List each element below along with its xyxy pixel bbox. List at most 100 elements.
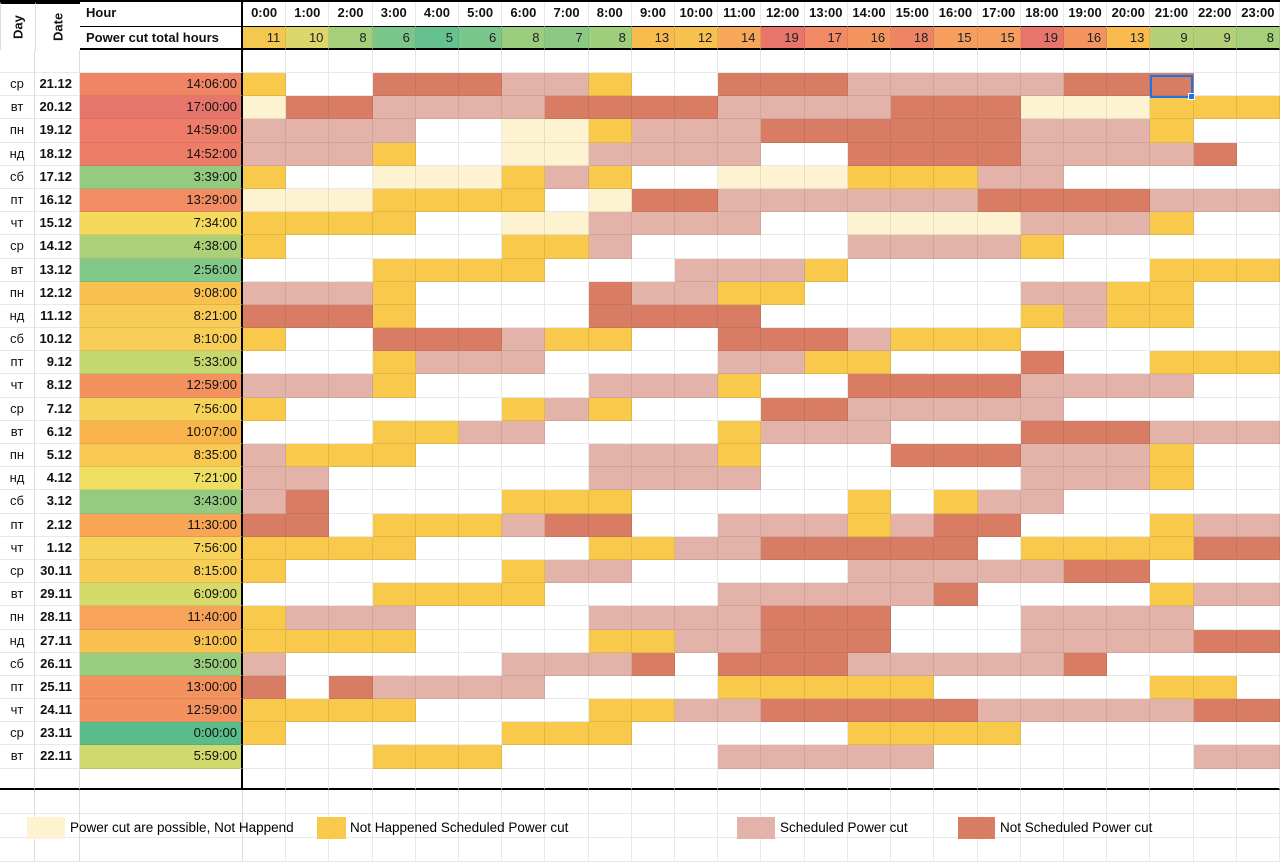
grid-cell[interactable] (1107, 281, 1151, 305)
hour-total-cell[interactable]: 19 (761, 27, 805, 50)
grid-cell[interactable] (1150, 652, 1194, 676)
grid-cell[interactable] (1020, 142, 1064, 166)
grid-cell[interactable] (459, 675, 503, 700)
grid-cell[interactable] (1193, 304, 1237, 329)
empty-cell[interactable] (1063, 813, 1108, 838)
grid-cell[interactable] (631, 490, 676, 514)
empty-cell[interactable] (675, 813, 719, 838)
grid-cell[interactable] (847, 629, 892, 653)
day-cell[interactable]: пн (0, 606, 35, 630)
grid-cell[interactable] (372, 490, 416, 514)
grid-cell[interactable] (1150, 629, 1194, 653)
grid-cell[interactable] (1020, 699, 1064, 723)
day-cell[interactable]: вт (0, 96, 35, 120)
hour-total-cell[interactable]: 8 (329, 27, 373, 50)
grid-cell[interactable] (415, 374, 460, 398)
empty-cell[interactable] (243, 768, 287, 790)
empty-cell[interactable] (934, 789, 978, 814)
empty-cell[interactable] (847, 50, 892, 73)
grid-cell[interactable] (977, 722, 1021, 746)
grid-cell[interactable] (459, 281, 503, 305)
grid-cell[interactable] (415, 513, 460, 537)
empty-cell[interactable] (718, 837, 762, 862)
grid-cell[interactable] (1020, 444, 1064, 468)
empty-cell[interactable] (1150, 50, 1194, 73)
grid-cell[interactable] (502, 490, 546, 514)
grid-cell[interactable] (804, 235, 848, 259)
grid-cell[interactable] (891, 235, 935, 259)
date-cell[interactable]: 23.11 (35, 722, 80, 746)
grid-cell[interactable] (286, 536, 330, 560)
grid-cell[interactable] (934, 606, 978, 630)
grid-cell[interactable] (1150, 212, 1194, 236)
grid-cell[interactable] (977, 119, 1021, 143)
grid-cell[interactable] (545, 188, 589, 213)
grid-cell[interactable] (891, 142, 935, 166)
grid-cell[interactable] (459, 328, 503, 352)
grid-cell[interactable] (1107, 699, 1151, 723)
grid-cell[interactable] (329, 374, 373, 398)
grid-cell[interactable] (718, 722, 762, 746)
empty-cell[interactable] (459, 50, 503, 73)
grid-cell[interactable] (761, 675, 805, 700)
grid-cell[interactable] (243, 467, 287, 491)
day-cell[interactable]: пн (0, 119, 35, 143)
grid-cell[interactable] (934, 397, 978, 421)
empty-cell[interactable] (243, 789, 287, 814)
empty-cell[interactable] (718, 50, 762, 73)
grid-cell[interactable] (1020, 188, 1064, 213)
grid-cell[interactable] (1107, 188, 1151, 213)
grid-cell[interactable] (415, 351, 460, 375)
grid-cell[interactable] (588, 235, 632, 259)
grid-cell[interactable] (415, 397, 460, 421)
grid-cell[interactable] (502, 397, 546, 421)
grid-cell[interactable] (675, 281, 719, 305)
grid-cell[interactable] (1193, 536, 1237, 560)
grid-cell[interactable] (804, 467, 848, 491)
grid-cell[interactable] (718, 629, 762, 653)
grid-cell[interactable] (243, 652, 287, 676)
grid-cell[interactable] (891, 374, 935, 398)
grid-cell[interactable] (243, 536, 287, 560)
grid-cell[interactable] (459, 444, 503, 468)
grid-cell[interactable] (1193, 722, 1237, 746)
empty-cell[interactable] (891, 768, 935, 790)
grid-cell[interactable] (891, 513, 935, 537)
grid-cell[interactable] (804, 73, 848, 97)
date-cell[interactable]: 18.12 (35, 142, 80, 166)
grid-cell[interactable] (631, 96, 676, 120)
grid-cell[interactable] (243, 351, 287, 375)
grid-cell[interactable] (502, 467, 546, 491)
grid-cell[interactable] (891, 258, 935, 282)
date-cell[interactable]: 6.12 (35, 420, 80, 444)
grid-cell[interactable] (588, 188, 632, 213)
grid-cell[interactable] (891, 304, 935, 329)
grid-cell[interactable] (804, 629, 848, 653)
empty-cell[interactable] (1150, 768, 1194, 790)
grid-cell[interactable] (1236, 606, 1280, 630)
day-cell[interactable]: чт (0, 536, 35, 560)
grid-cell[interactable] (847, 513, 892, 537)
grid-cell[interactable] (977, 513, 1021, 537)
grid-cell[interactable] (1020, 675, 1064, 700)
grid-cell[interactable] (1150, 96, 1194, 120)
grid-cell[interactable] (372, 583, 416, 607)
grid-cell[interactable] (415, 699, 460, 723)
grid-cell[interactable] (243, 745, 287, 769)
grid-cell[interactable] (631, 652, 676, 676)
grid-cell[interactable] (804, 699, 848, 723)
grid-cell[interactable] (459, 420, 503, 444)
date-cell[interactable]: 30.11 (35, 559, 80, 584)
grid-cell[interactable] (372, 281, 416, 305)
grid-cell[interactable] (545, 374, 589, 398)
hour-total-cell[interactable]: 15 (934, 27, 978, 50)
empty-cell[interactable] (804, 50, 848, 73)
grid-cell[interactable] (588, 73, 632, 97)
grid-cell[interactable] (761, 351, 805, 375)
grid-cell[interactable] (631, 444, 676, 468)
grid-cell[interactable] (631, 73, 676, 97)
empty-cell[interactable] (847, 813, 892, 838)
grid-cell[interactable] (977, 304, 1021, 329)
empty-cell[interactable] (631, 768, 676, 790)
row-total-cell[interactable]: 9:08:00 (80, 281, 243, 305)
